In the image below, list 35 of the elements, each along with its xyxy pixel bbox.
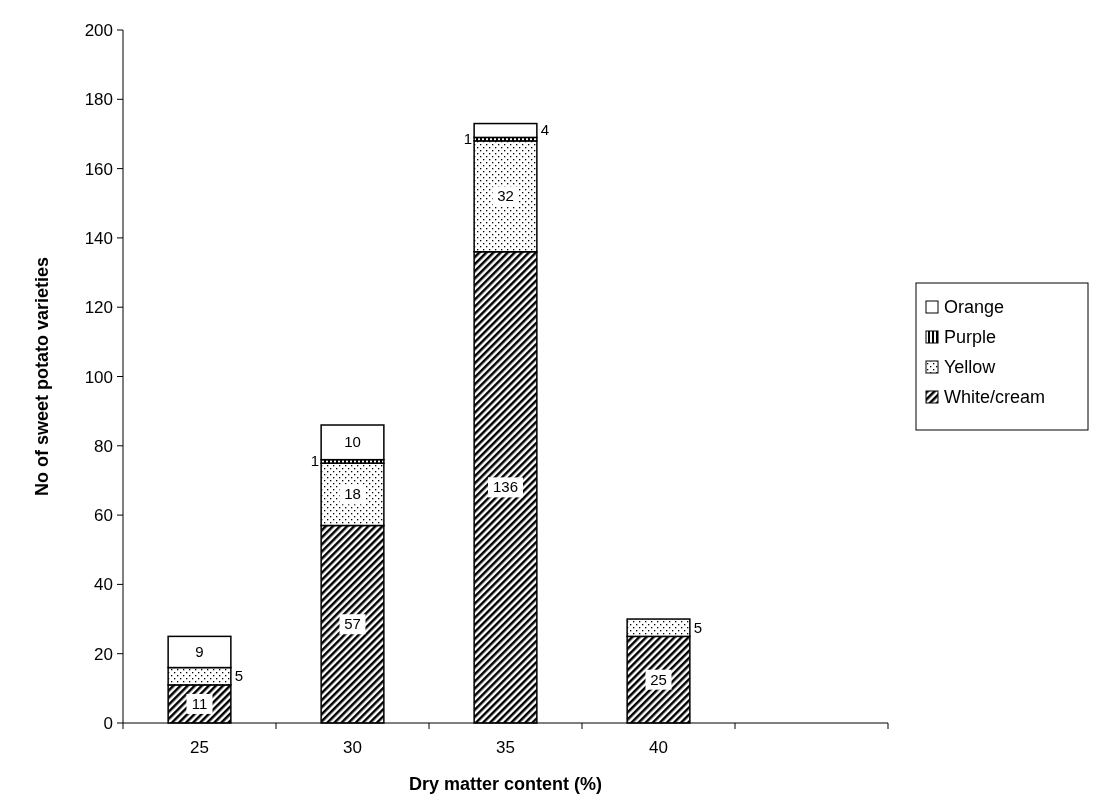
data-label: 1: [310, 452, 320, 470]
y-tick-label: 120: [84, 298, 113, 318]
x-axis-title: Dry matter content (%): [408, 774, 603, 794]
y-tick-label: 100: [84, 367, 113, 387]
y-tick-label: 140: [84, 228, 113, 248]
legend-label: Orange: [944, 297, 1005, 317]
x-tick-label: 30: [343, 738, 362, 757]
x-tick-label: 25: [190, 738, 209, 757]
x-tick-label: 40: [649, 738, 668, 757]
data-label: 18: [344, 485, 361, 503]
data-label: 1: [463, 130, 473, 148]
y-tick-label: 180: [84, 90, 113, 110]
data-label: 25: [650, 670, 667, 688]
y-tick-label: 40: [94, 575, 113, 595]
legend-label: White/cream: [944, 387, 1046, 407]
legend-label: Yellow: [944, 357, 997, 377]
data-label: 11: [191, 694, 208, 712]
y-tick-label: 60: [94, 506, 113, 526]
data-label: 5: [234, 667, 244, 685]
data-label: 5: [693, 618, 703, 636]
data-label: 10: [344, 433, 361, 451]
y-tick-label: 80: [94, 436, 113, 456]
data-label: 9: [195, 642, 204, 660]
data-label: 32: [497, 187, 514, 205]
data-label: 57: [344, 615, 361, 633]
y-tick-label: 20: [94, 644, 113, 664]
bar: [473, 122, 538, 139]
y-tick-label: 200: [84, 21, 113, 40]
data-label: 4: [540, 121, 550, 139]
y-tick-label: 0: [103, 714, 113, 733]
y-tick-label: 160: [84, 159, 113, 179]
data-label: 136: [492, 478, 519, 496]
legend-label: Purple: [944, 327, 997, 347]
x-tick-label: 35: [496, 738, 515, 757]
y-axis-title: No of sweet potato varieties: [32, 256, 52, 497]
